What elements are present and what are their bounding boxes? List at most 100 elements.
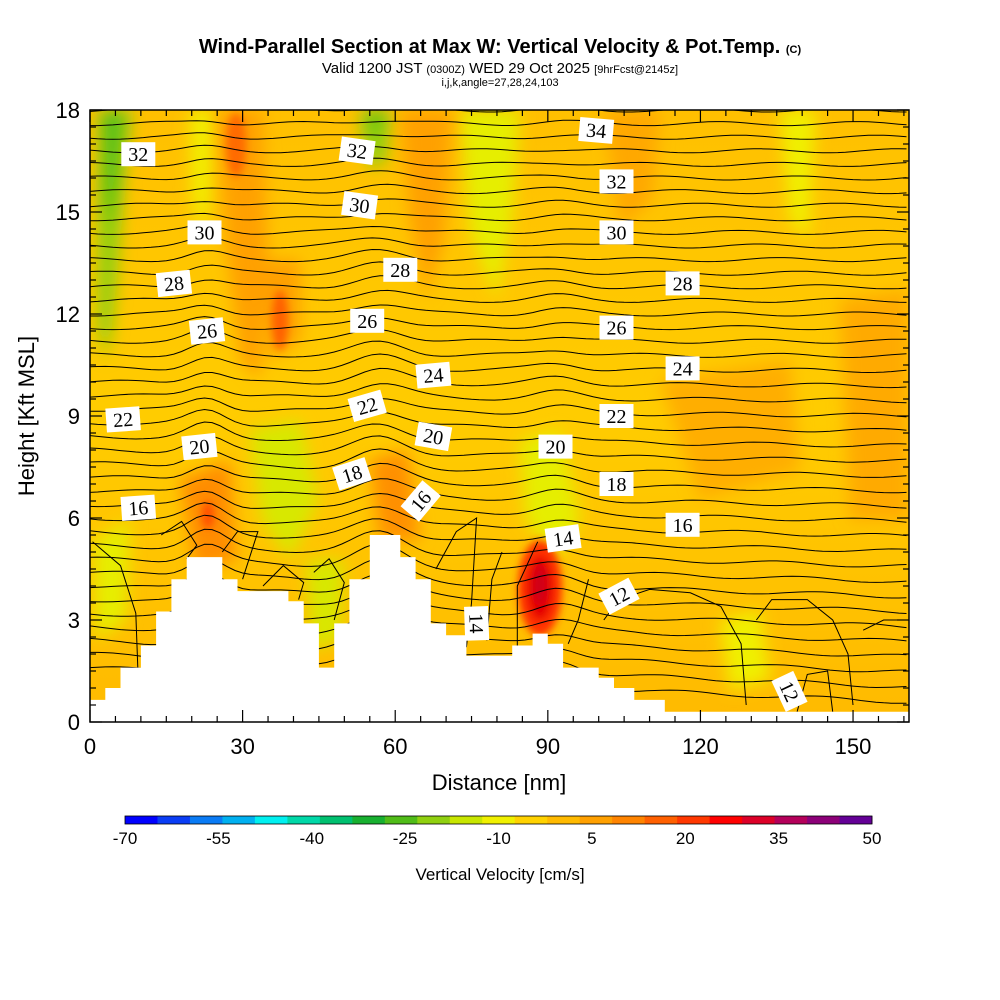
updraft-red-small-a <box>202 501 214 529</box>
contour-label: 24 <box>665 356 700 381</box>
isentrope-line <box>90 110 907 113</box>
updraft-orange-f <box>370 450 420 540</box>
isentrope-line <box>90 261 907 276</box>
contour-label-text: 28 <box>390 260 410 282</box>
isentrope-line <box>90 462 907 494</box>
downdraft-yellow-g <box>720 610 770 690</box>
colorbar-swatch <box>709 816 743 824</box>
colorbar-swatch <box>384 816 418 824</box>
isentrope-arc <box>567 579 589 644</box>
isentrope-line <box>90 448 907 478</box>
contour-label: 32 <box>599 169 634 194</box>
colorbar-swatch <box>839 816 873 824</box>
contour-label-text: 30 <box>195 222 215 244</box>
title-block: Wind-Parallel Section at Max W: Vertical… <box>0 36 1000 89</box>
contour-label-text: 32 <box>346 140 369 165</box>
colorbar-swatch <box>774 816 808 824</box>
y-tick-labels: 0 3 6 9 12 15 18 <box>56 98 80 735</box>
contour-label: 26 <box>599 315 634 340</box>
colorbar-tick-label: 35 <box>769 829 788 848</box>
contour-label: 14 <box>464 605 490 641</box>
y-tick-label: 18 <box>56 98 80 123</box>
contour-label: 28 <box>665 271 700 296</box>
chart-title: Wind-Parallel Section at Max W: Vertical… <box>0 36 1000 61</box>
contour-label: 20 <box>414 421 453 452</box>
x-tick-labels: 0 30 60 90 120 150 <box>84 734 872 759</box>
contour-label: 32 <box>338 136 376 166</box>
isentrope-line <box>90 236 907 249</box>
colorbar-tick-label: -70 <box>113 829 138 848</box>
isentrope-line <box>90 198 907 208</box>
colorbar-tick-label: -55 <box>206 829 231 848</box>
contour-label-text: 28 <box>163 272 185 296</box>
colorbar-swatch <box>482 816 516 824</box>
contour-label-text: 34 <box>585 120 607 144</box>
contour-label-text: 32 <box>128 144 148 166</box>
contour-label-text: 20 <box>188 436 210 460</box>
contour-label-box <box>665 512 700 537</box>
contour-label-box <box>105 406 141 433</box>
contour-label: 22 <box>347 389 387 423</box>
contour-label-box <box>599 169 634 194</box>
isentrope-arc <box>221 531 259 580</box>
terrain <box>90 535 909 722</box>
colorbar-swatch <box>417 816 451 824</box>
isentrope-line <box>90 144 907 154</box>
isentrope-line <box>90 397 907 418</box>
axis-ticks <box>89 109 909 723</box>
zulu-time: (0300Z) <box>426 64 465 76</box>
x-tick-label: 60 <box>383 734 407 759</box>
contour-label-box <box>350 308 385 333</box>
contour-label-text: 20 <box>546 437 566 459</box>
grid-indices: i,j,k,angle=27,28,24,103 <box>441 77 559 89</box>
contour-label-box <box>400 480 441 522</box>
contour-label: 24 <box>415 361 452 389</box>
chart-subtitle: Valid 1200 JST (0300Z) WED 29 Oct 2025 [… <box>0 61 1000 78</box>
contour-label-text: 26 <box>357 311 377 333</box>
colorbar-tick-label: 5 <box>587 829 596 848</box>
contour-label-text: 28 <box>673 273 693 295</box>
isentrope-line <box>90 502 907 537</box>
contour-label-box <box>599 315 634 340</box>
isentrope-line <box>90 157 907 167</box>
contour-label-box <box>771 670 808 712</box>
updraft-orange-b <box>400 110 452 300</box>
contour-label: 30 <box>599 220 634 245</box>
isentrope-line <box>90 316 907 331</box>
downdraft-green-left-core <box>102 110 124 230</box>
contour-label: 34 <box>578 116 615 144</box>
colorbar-swatch <box>677 816 711 824</box>
colorbar-swatch <box>547 816 581 824</box>
colorbar-swatch <box>612 816 646 824</box>
x-tick-label: 120 <box>682 734 719 759</box>
x-tick-label: 30 <box>230 734 254 759</box>
contour-label: 22 <box>599 404 634 428</box>
isentrope-line <box>90 528 907 568</box>
contour-label-text: 26 <box>607 318 627 340</box>
colorbar-swatch <box>157 816 191 824</box>
y-tick-label: 0 <box>68 710 80 735</box>
isentrope-arc <box>262 564 305 600</box>
contour-label-box <box>181 432 218 461</box>
contour-label-box <box>383 257 418 282</box>
colorbar-swatch <box>807 816 840 824</box>
isentrope-line <box>90 224 907 235</box>
isentrope-line <box>90 248 907 263</box>
colorbar-swatch <box>449 816 483 824</box>
contour-labels: 32 32 34 32 30 30 30 28 28 28 26 26 26 24 24 22 22 22 20 20… <box>105 116 808 712</box>
contour-label-box <box>599 220 634 245</box>
isentrope-arc <box>516 541 539 648</box>
colorbar-frame <box>124 815 873 825</box>
y-tick-label: 15 <box>56 200 80 225</box>
isentrope-line <box>90 514 907 553</box>
contour-label-box <box>338 136 376 166</box>
contour-label-box <box>464 605 490 641</box>
colorbar-swatch <box>514 816 548 824</box>
colorbar <box>124 815 873 825</box>
contour-label: 16 <box>665 512 700 537</box>
contour-label: 18 <box>332 457 372 491</box>
x-axis-title: Distance [nm] <box>432 770 567 795</box>
contour-label: 30 <box>341 190 379 220</box>
contour-label: 20 <box>538 434 573 459</box>
